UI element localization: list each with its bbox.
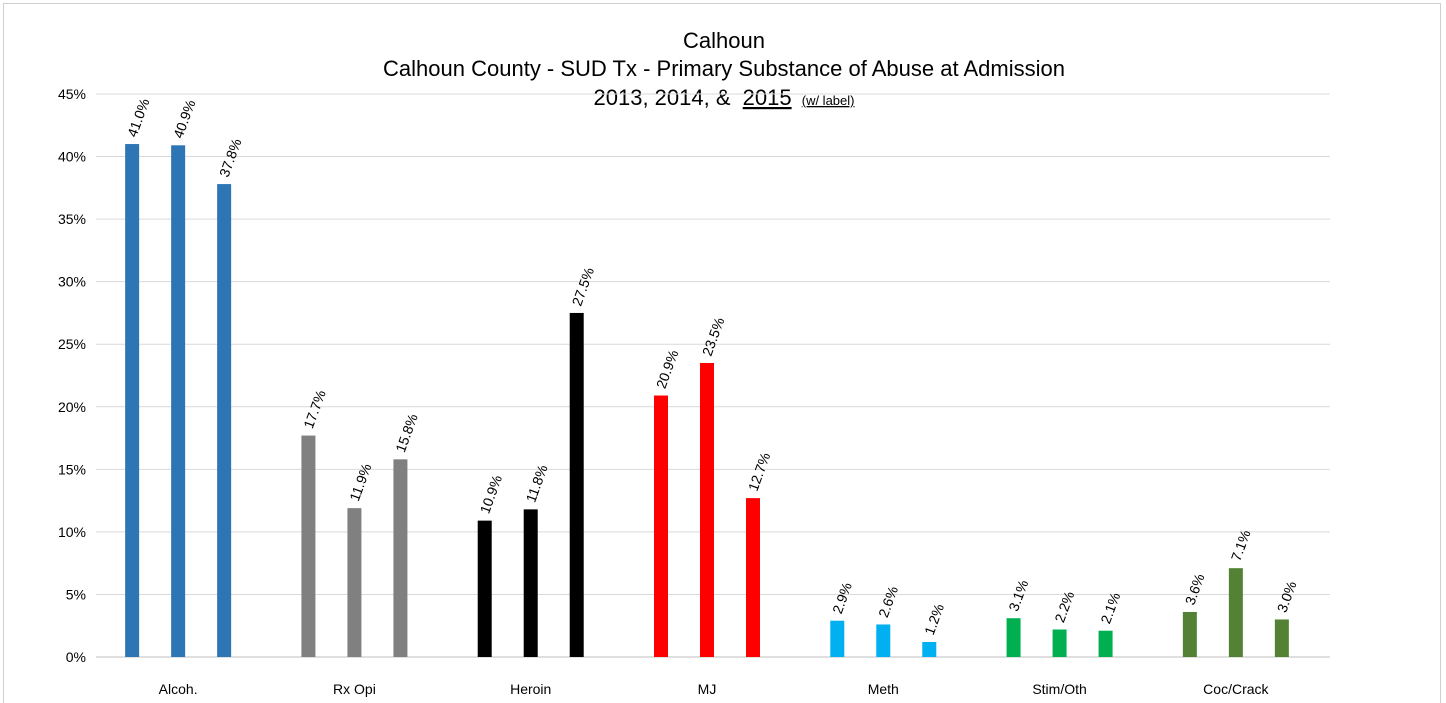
bar: [876, 624, 891, 657]
data-label: 1.2%: [921, 602, 947, 637]
bar: [125, 144, 140, 658]
chart-subtitle-2: 2013, 2014, & 2015 (w/ label): [594, 85, 855, 110]
bar: [1006, 618, 1021, 657]
bar: [1228, 568, 1243, 657]
x-category-label: Stim/Oth: [1032, 681, 1086, 697]
y-tick-label: 10%: [58, 524, 86, 540]
subtitle-year-2015: 2015: [743, 85, 792, 110]
data-label: 15.8%: [392, 412, 421, 455]
data-label: 3.1%: [1005, 578, 1031, 613]
y-axis-ticks: 0% 5% 10% 15% 20% 25% 30% 35% 40% 45%: [58, 86, 86, 665]
data-label: 40.9%: [170, 98, 199, 141]
bar-chart: Calhoun Calhoun County - SUD Tx - Primar…: [58, 28, 1330, 697]
bar: [393, 459, 408, 657]
data-label: 11.9%: [346, 461, 374, 503]
data-label: 27.5%: [568, 265, 597, 308]
bar: [922, 641, 937, 657]
data-label: 20.9%: [653, 348, 682, 391]
y-tick-label: 20%: [58, 399, 86, 415]
x-category-label: Rx Opi: [333, 681, 376, 697]
bar: [830, 620, 845, 657]
bar: [1182, 611, 1197, 657]
bar: [1098, 630, 1113, 657]
bar: [1274, 619, 1289, 657]
data-label: 2.1%: [1097, 590, 1123, 625]
x-category-label: Coc/Crack: [1203, 681, 1269, 697]
bars: [125, 144, 1289, 658]
chart-title: Calhoun: [683, 28, 765, 53]
y-tick-label: 15%: [58, 461, 86, 477]
subtitle-years: 2013, 2014, &: [594, 85, 731, 110]
data-label: 2.9%: [829, 580, 855, 615]
data-label: 37.8%: [216, 136, 245, 179]
data-label: 2.6%: [875, 584, 901, 619]
y-tick-label: 45%: [58, 86, 86, 102]
subtitle-note: (w/ label): [802, 93, 855, 108]
bar: [477, 520, 492, 657]
data-label: 3.6%: [1182, 572, 1208, 607]
y-tick-label: 0%: [66, 649, 86, 665]
bar: [700, 362, 714, 657]
data-label: 41.0%: [124, 96, 153, 139]
bar: [746, 498, 760, 657]
y-tick-label: 25%: [58, 336, 86, 352]
y-tick-label: 5%: [66, 586, 86, 602]
y-tick-label: 40%: [58, 149, 86, 165]
data-label: 3.0%: [1274, 579, 1300, 614]
data-label: 23.5%: [699, 315, 728, 358]
x-category-label: Heroin: [510, 681, 551, 697]
x-category-label: MJ: [698, 681, 717, 697]
bar: [654, 395, 668, 657]
chart-subtitle: Calhoun County - SUD Tx - Primary Substa…: [383, 56, 1065, 81]
x-axis-categories: Alcoh. Rx Opi Heroin MJ Meth Stim/Oth Coc/Crac…: [159, 681, 1270, 697]
bar: [569, 312, 584, 657]
bar: [171, 145, 186, 657]
bar: [1052, 629, 1067, 657]
data-label: 10.9%: [476, 473, 505, 516]
x-category-label: Alcoh.: [159, 681, 198, 697]
bar: [347, 508, 362, 657]
bar: [523, 509, 538, 657]
bar: [301, 435, 316, 657]
data-label: 7.1%: [1228, 528, 1254, 563]
y-tick-label: 30%: [58, 274, 86, 290]
data-label: 12.7%: [745, 450, 774, 493]
chart-titles: Calhoun Calhoun County - SUD Tx - Primar…: [383, 28, 1065, 110]
data-label: 17.7%: [300, 388, 329, 431]
x-category-label: Meth: [868, 681, 899, 697]
y-tick-label: 35%: [58, 211, 86, 227]
chart-frame: Calhoun Calhoun County - SUD Tx - Primar…: [3, 3, 1441, 703]
bar: [217, 184, 232, 657]
